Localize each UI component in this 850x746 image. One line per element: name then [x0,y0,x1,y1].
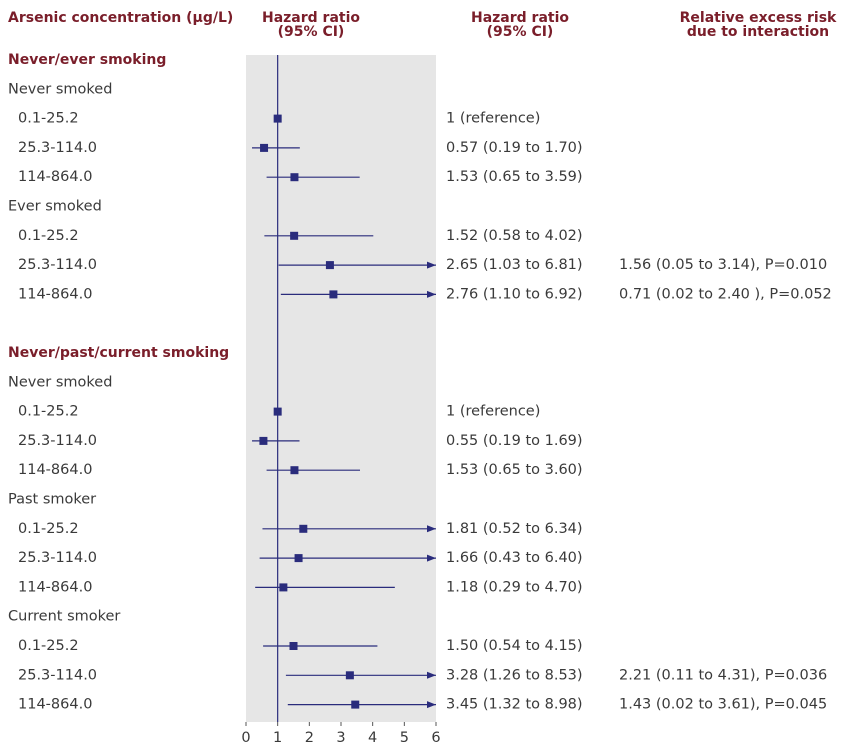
hazard-ratio-label: 1 (reference) [446,404,540,420]
column-header: due to interaction [687,24,829,40]
hazard-ratio-label: 3.28 (1.26 to 8.53) [446,667,583,683]
hazard-ratio-label: 1.50 (0.54 to 4.15) [446,638,583,654]
estimate-marker [329,290,338,299]
ci-arrow [427,701,436,709]
estimate-marker [260,143,269,152]
row-label: 0.1-25.2 [18,638,79,654]
x-tick-label: 0 [241,730,250,746]
group-label: Never smoked [8,81,112,97]
row-label: 25.3-114.0 [18,433,97,449]
hazard-ratio-label: 1.66 (0.43 to 6.40) [446,550,583,566]
x-tick-label: 5 [400,730,409,746]
row-label: 0.1-25.2 [18,228,79,244]
rer-label: 1.56 (0.05 to 3.14), P=0.010 [619,257,827,273]
rer-label: 2.21 (0.11 to 4.31), P=0.036 [619,667,827,683]
ci-arrow [427,554,436,562]
group-label: Never smoked [8,374,112,390]
estimate-marker [325,261,334,270]
section-heading: Never/ever smoking [8,52,166,68]
row-label: 25.3-114.0 [18,257,97,273]
hazard-ratio-label: 0.55 (0.19 to 1.69) [446,433,583,449]
ci-arrow [427,671,436,679]
group-label: Current smoker [8,609,120,625]
estimate-marker [290,231,299,240]
row-label: 0.1-25.2 [18,521,79,537]
column-header: Relative excess risk [680,10,837,26]
row-label: 114-864.0 [18,286,92,302]
hazard-ratio-label: 3.45 (1.32 to 8.98) [446,697,583,713]
column-header: (95% CI) [278,24,345,40]
ci-arrow [427,290,436,298]
section-heading: Never/past/current smoking [8,345,229,361]
x-tick-label: 3 [336,730,345,746]
hazard-ratio-label: 1.18 (0.29 to 4.70) [446,579,583,595]
x-tick-label: 6 [431,730,440,746]
row-label: 0.1-25.2 [18,111,79,127]
row-label: 114-864.0 [18,579,92,595]
column-header: (95% CI) [487,24,554,40]
hazard-ratio-label: 1.53 (0.65 to 3.59) [446,169,583,185]
estimate-marker [290,173,299,182]
estimate-marker [299,524,308,533]
group-label: Ever smoked [8,199,102,215]
row-label: 25.3-114.0 [18,667,97,683]
row-label: 25.3-114.0 [18,550,97,566]
hazard-ratio-label: 1.81 (0.52 to 6.34) [446,521,583,537]
x-tick-label: 2 [305,730,314,746]
hazard-ratio-label: 2.65 (1.03 to 6.81) [446,257,583,273]
column-header: Arsenic concentration (μg/L) [8,10,233,26]
x-tick-label: 1 [273,730,282,746]
group-label: Past smoker [8,492,96,508]
hazard-ratio-label: 0.57 (0.19 to 1.70) [446,140,583,156]
row-label: 0.1-25.2 [18,404,79,420]
hazard-ratio-label: 1 (reference) [446,111,540,127]
rer-label: 0.71 (0.02 to 2.40 ), P=0.052 [619,286,832,302]
row-label: 114-864.0 [18,169,92,185]
row-label: 25.3-114.0 [18,140,97,156]
estimate-marker [259,436,268,445]
rer-label: 1.43 (0.02 to 3.61), P=0.045 [619,697,827,713]
column-header: Hazard ratio [471,10,569,26]
row-label: 114-864.0 [18,462,92,478]
plot-background [246,55,436,722]
ci-arrow [427,261,436,269]
x-tick-label: 4 [368,730,377,746]
hazard-ratio-label: 2.76 (1.10 to 6.92) [446,286,583,302]
row-label: 114-864.0 [18,697,92,713]
hazard-ratio-label: 1.52 (0.58 to 4.02) [446,228,583,244]
estimate-marker [279,583,288,592]
ci-arrow [427,525,436,533]
hazard-ratio-label: 1.53 (0.65 to 3.60) [446,462,583,478]
estimate-marker [345,671,354,680]
column-header: Hazard ratio [262,10,360,26]
estimate-marker [290,466,299,475]
estimate-marker [351,700,360,709]
estimate-marker [289,642,298,650]
estimate-marker [294,554,303,563]
